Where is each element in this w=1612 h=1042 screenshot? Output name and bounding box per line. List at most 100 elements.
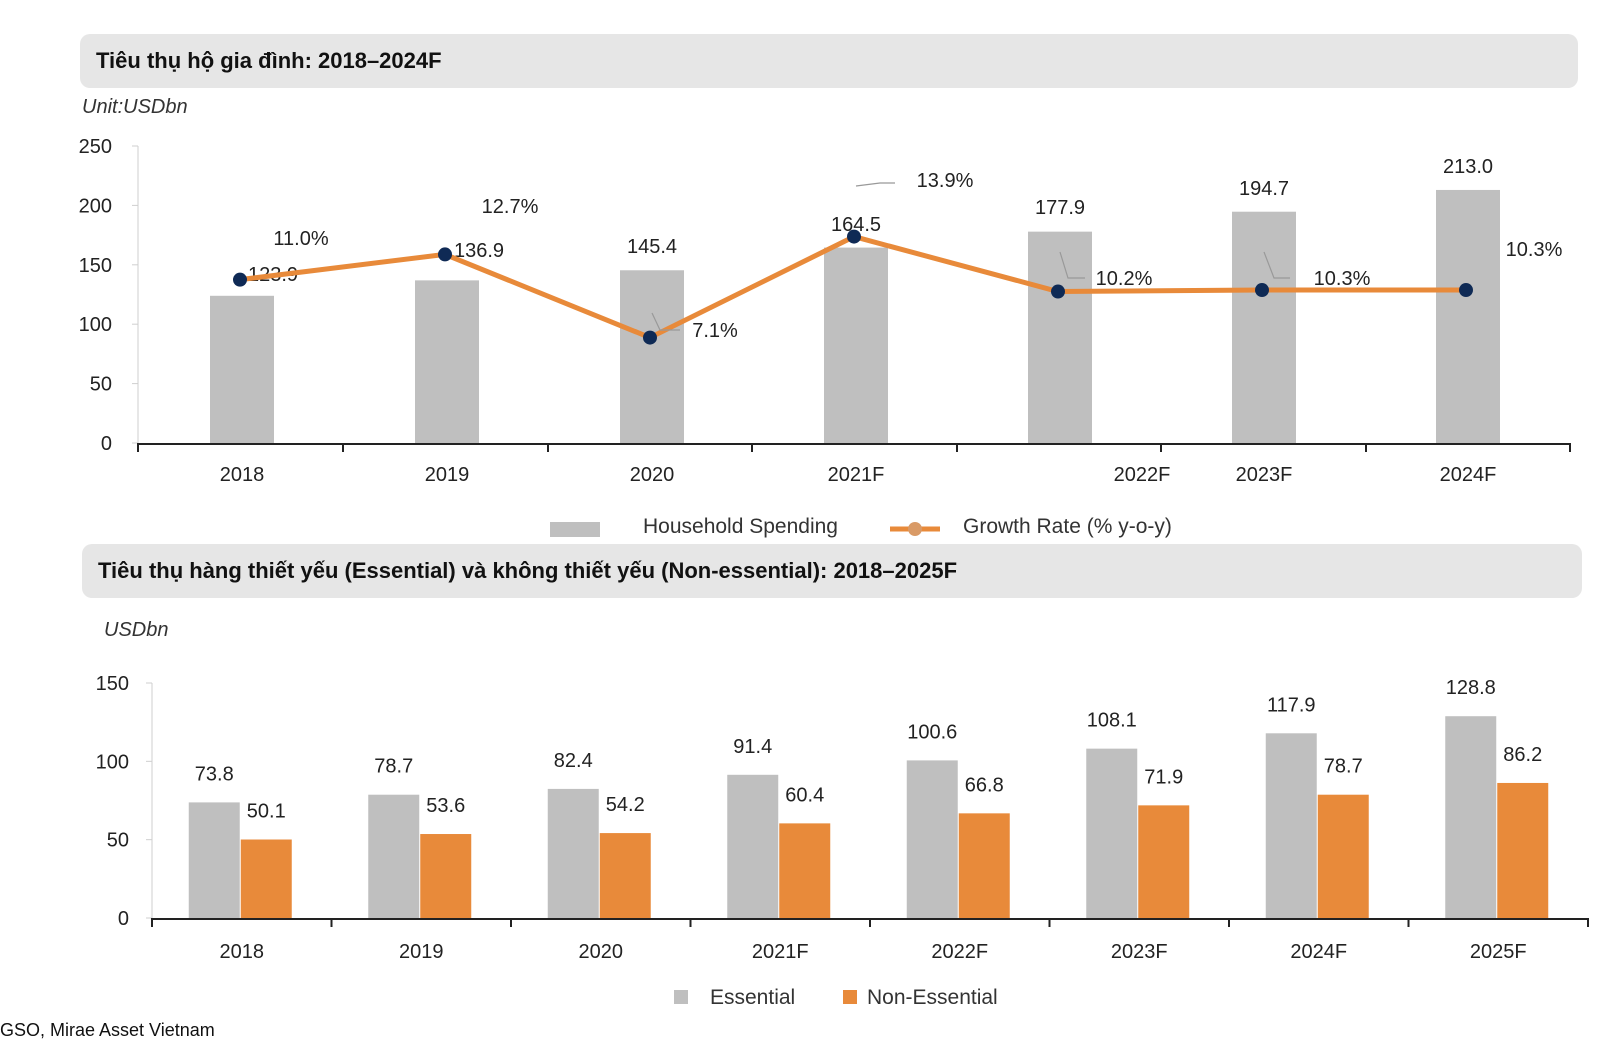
chart1-bar-data-label: 145.4 bbox=[627, 236, 677, 258]
chart1-legend-swatch-household bbox=[550, 522, 600, 537]
chart2-x-tick-label: 2024F bbox=[1290, 941, 1347, 963]
chart2-data-label-non-essential: 54.2 bbox=[606, 794, 645, 816]
chart2-unit-label: USDbn bbox=[104, 619, 169, 641]
chart1-x-tick-label: 2023F bbox=[1236, 464, 1293, 486]
chart1-growth-marker bbox=[1459, 283, 1473, 298]
chart2-data-label-non-essential: 71.9 bbox=[1144, 766, 1183, 788]
chart2-y-tick-label: 0 bbox=[118, 908, 129, 930]
chart1-bar-household-spending bbox=[1232, 211, 1296, 443]
chart1-bar-household-spending bbox=[824, 247, 888, 443]
chart1-bar-household-spending bbox=[1028, 231, 1092, 443]
chart2-bar-non-essential bbox=[779, 823, 831, 918]
chart2-x-tick-label: 2018 bbox=[220, 941, 265, 963]
chart1-growth-marker bbox=[643, 330, 657, 345]
chart1-bar-data-label: 177.9 bbox=[1035, 197, 1085, 219]
chart2-data-label-essential: 128.8 bbox=[1446, 677, 1496, 699]
chart2-bar-non-essential bbox=[240, 839, 292, 918]
chart2-x-tick-label: 2022F bbox=[931, 941, 988, 963]
chart1-x-tick-label: 2024F bbox=[1440, 464, 1497, 486]
chart1-growth-data-label: 10.2% bbox=[1096, 268, 1153, 290]
chart1-growth-marker bbox=[1051, 284, 1065, 299]
chart1-y-tick-label: 100 bbox=[79, 314, 112, 336]
chart1-x-tick-label: 2022F bbox=[1114, 464, 1171, 486]
chart1-bar-data-label: 194.7 bbox=[1239, 178, 1289, 200]
chart2-bar-essential bbox=[188, 802, 240, 918]
chart1-bar-data-label: 164.5 bbox=[831, 214, 881, 236]
chart2-data-label-essential: 73.8 bbox=[195, 763, 234, 785]
chart1-growth-data-label: 11.0% bbox=[273, 228, 328, 250]
chart2-data-label-non-essential: 50.1 bbox=[247, 801, 286, 823]
chart1-svg: 0 50 100 150 200 250 2018 2019 2020 2021F 2022F 202… bbox=[79, 136, 1571, 538]
chart2-title: Tiêu thụ hàng thiết yếu (Essential) và k… bbox=[82, 544, 1582, 598]
chart1-y-tick-label: 50 bbox=[90, 374, 112, 396]
chart2-bar-non-essential bbox=[420, 834, 472, 918]
chart2-bar-non-essential bbox=[599, 833, 651, 918]
chart1-growth-marker bbox=[847, 229, 861, 244]
chart1-legend-label-household: Household Spending bbox=[643, 515, 838, 538]
chart1-leader-line bbox=[1263, 251, 1290, 279]
chart2-data-label-non-essential: 78.7 bbox=[1324, 756, 1363, 778]
chart1-x-tick-label: 2019 bbox=[425, 464, 470, 486]
chart2-data-label-non-essential: 60.4 bbox=[785, 784, 824, 806]
chart2-legend-label-essential: Essential bbox=[710, 986, 795, 1009]
chart1-growth-data-label: 10.3% bbox=[1506, 239, 1563, 261]
chart1-growth-marker bbox=[233, 272, 247, 287]
chart2-data-label-essential: 100.6 bbox=[907, 721, 957, 743]
chart2-bar-non-essential bbox=[1138, 805, 1190, 918]
chart1-bar-household-spending bbox=[415, 280, 479, 443]
chart2-legend-swatch-non-essential bbox=[843, 990, 857, 1004]
chart2-bar-essential bbox=[906, 760, 958, 918]
chart1-bar-household-spending bbox=[620, 270, 684, 443]
chart1-growth-data-label: 12.7% bbox=[482, 196, 539, 218]
chart2-y-tick-label: 150 bbox=[96, 673, 129, 695]
chart1-x-tick-label: 2020 bbox=[630, 464, 675, 486]
chart2-x-tick-label: 2025F bbox=[1470, 941, 1527, 963]
chart1-legend-marker-growth bbox=[908, 522, 922, 536]
chart2-data-label-essential: 117.9 bbox=[1267, 694, 1316, 716]
chart2-data-label-essential: 82.4 bbox=[554, 750, 593, 772]
chart1-growth-marker bbox=[438, 247, 452, 262]
chart1-leader-line bbox=[855, 182, 895, 187]
chart1-unit-label: Unit:USDbn bbox=[82, 96, 188, 118]
chart1-bar-data-label: 213.0 bbox=[1443, 156, 1493, 178]
chart1-y-tick-label: 250 bbox=[79, 136, 112, 158]
chart2-x-tick-label: 2020 bbox=[579, 941, 624, 963]
chart2-bar-essential bbox=[1445, 716, 1497, 918]
chart2-data-label-non-essential: 66.8 bbox=[965, 774, 1004, 796]
chart2-bar-non-essential bbox=[958, 813, 1010, 918]
chart2-bar-essential bbox=[368, 794, 420, 918]
chart1-y-tick-label: 150 bbox=[79, 255, 112, 277]
chart2-data-label-non-essential: 86.2 bbox=[1503, 744, 1542, 766]
chart1-x-tick-label: 2021F bbox=[828, 464, 885, 486]
chart1-legend-label-growth: Growth Rate (% y-o-y) bbox=[963, 515, 1172, 538]
chart1-leader-line bbox=[651, 312, 680, 331]
source-note: GSO, Mirae Asset Vietnam bbox=[0, 1020, 215, 1040]
chart2-bar-essential bbox=[727, 774, 779, 918]
chart2-bar-essential bbox=[1265, 733, 1317, 918]
chart1-x-tick-label: 2018 bbox=[220, 464, 265, 486]
chart2-y-tick-label: 50 bbox=[107, 830, 129, 852]
chart2-data-label-essential: 91.4 bbox=[733, 736, 772, 758]
chart2-bar-essential bbox=[1086, 748, 1138, 918]
chart2-x-tick-label: 2019 bbox=[399, 941, 444, 963]
chart2-data-label-essential: 108.1 bbox=[1087, 710, 1137, 732]
chart2-bar-non-essential bbox=[1317, 794, 1369, 918]
chart1-leader-line bbox=[1059, 251, 1085, 279]
chart2-y-tick-label: 100 bbox=[96, 751, 129, 773]
chart1-bar-household-spending bbox=[210, 295, 274, 443]
chart1-y-tick-label: 0 bbox=[101, 433, 112, 455]
chart2-data-label-essential: 78.7 bbox=[374, 756, 413, 778]
chart1-growth-data-label: 10.3% bbox=[1314, 268, 1371, 290]
chart2-x-tick-label: 2023F bbox=[1111, 941, 1168, 963]
chart1-title: Tiêu thụ hộ gia đình: 2018–2024F bbox=[80, 34, 1578, 88]
chart1-y-tick-label: 200 bbox=[79, 195, 112, 217]
chart2-legend-swatch-essential bbox=[674, 990, 688, 1004]
chart1-growth-marker bbox=[1255, 283, 1269, 298]
chart1-bar-household-spending bbox=[1436, 189, 1500, 443]
chart1-growth-data-label: 7.1% bbox=[692, 320, 738, 342]
chart2-x-tick-label: 2021F bbox=[752, 941, 809, 963]
chart2-bar-essential bbox=[547, 788, 599, 918]
chart2-bar-non-essential bbox=[1497, 782, 1549, 918]
chart2-data-label-non-essential: 53.6 bbox=[426, 795, 465, 817]
